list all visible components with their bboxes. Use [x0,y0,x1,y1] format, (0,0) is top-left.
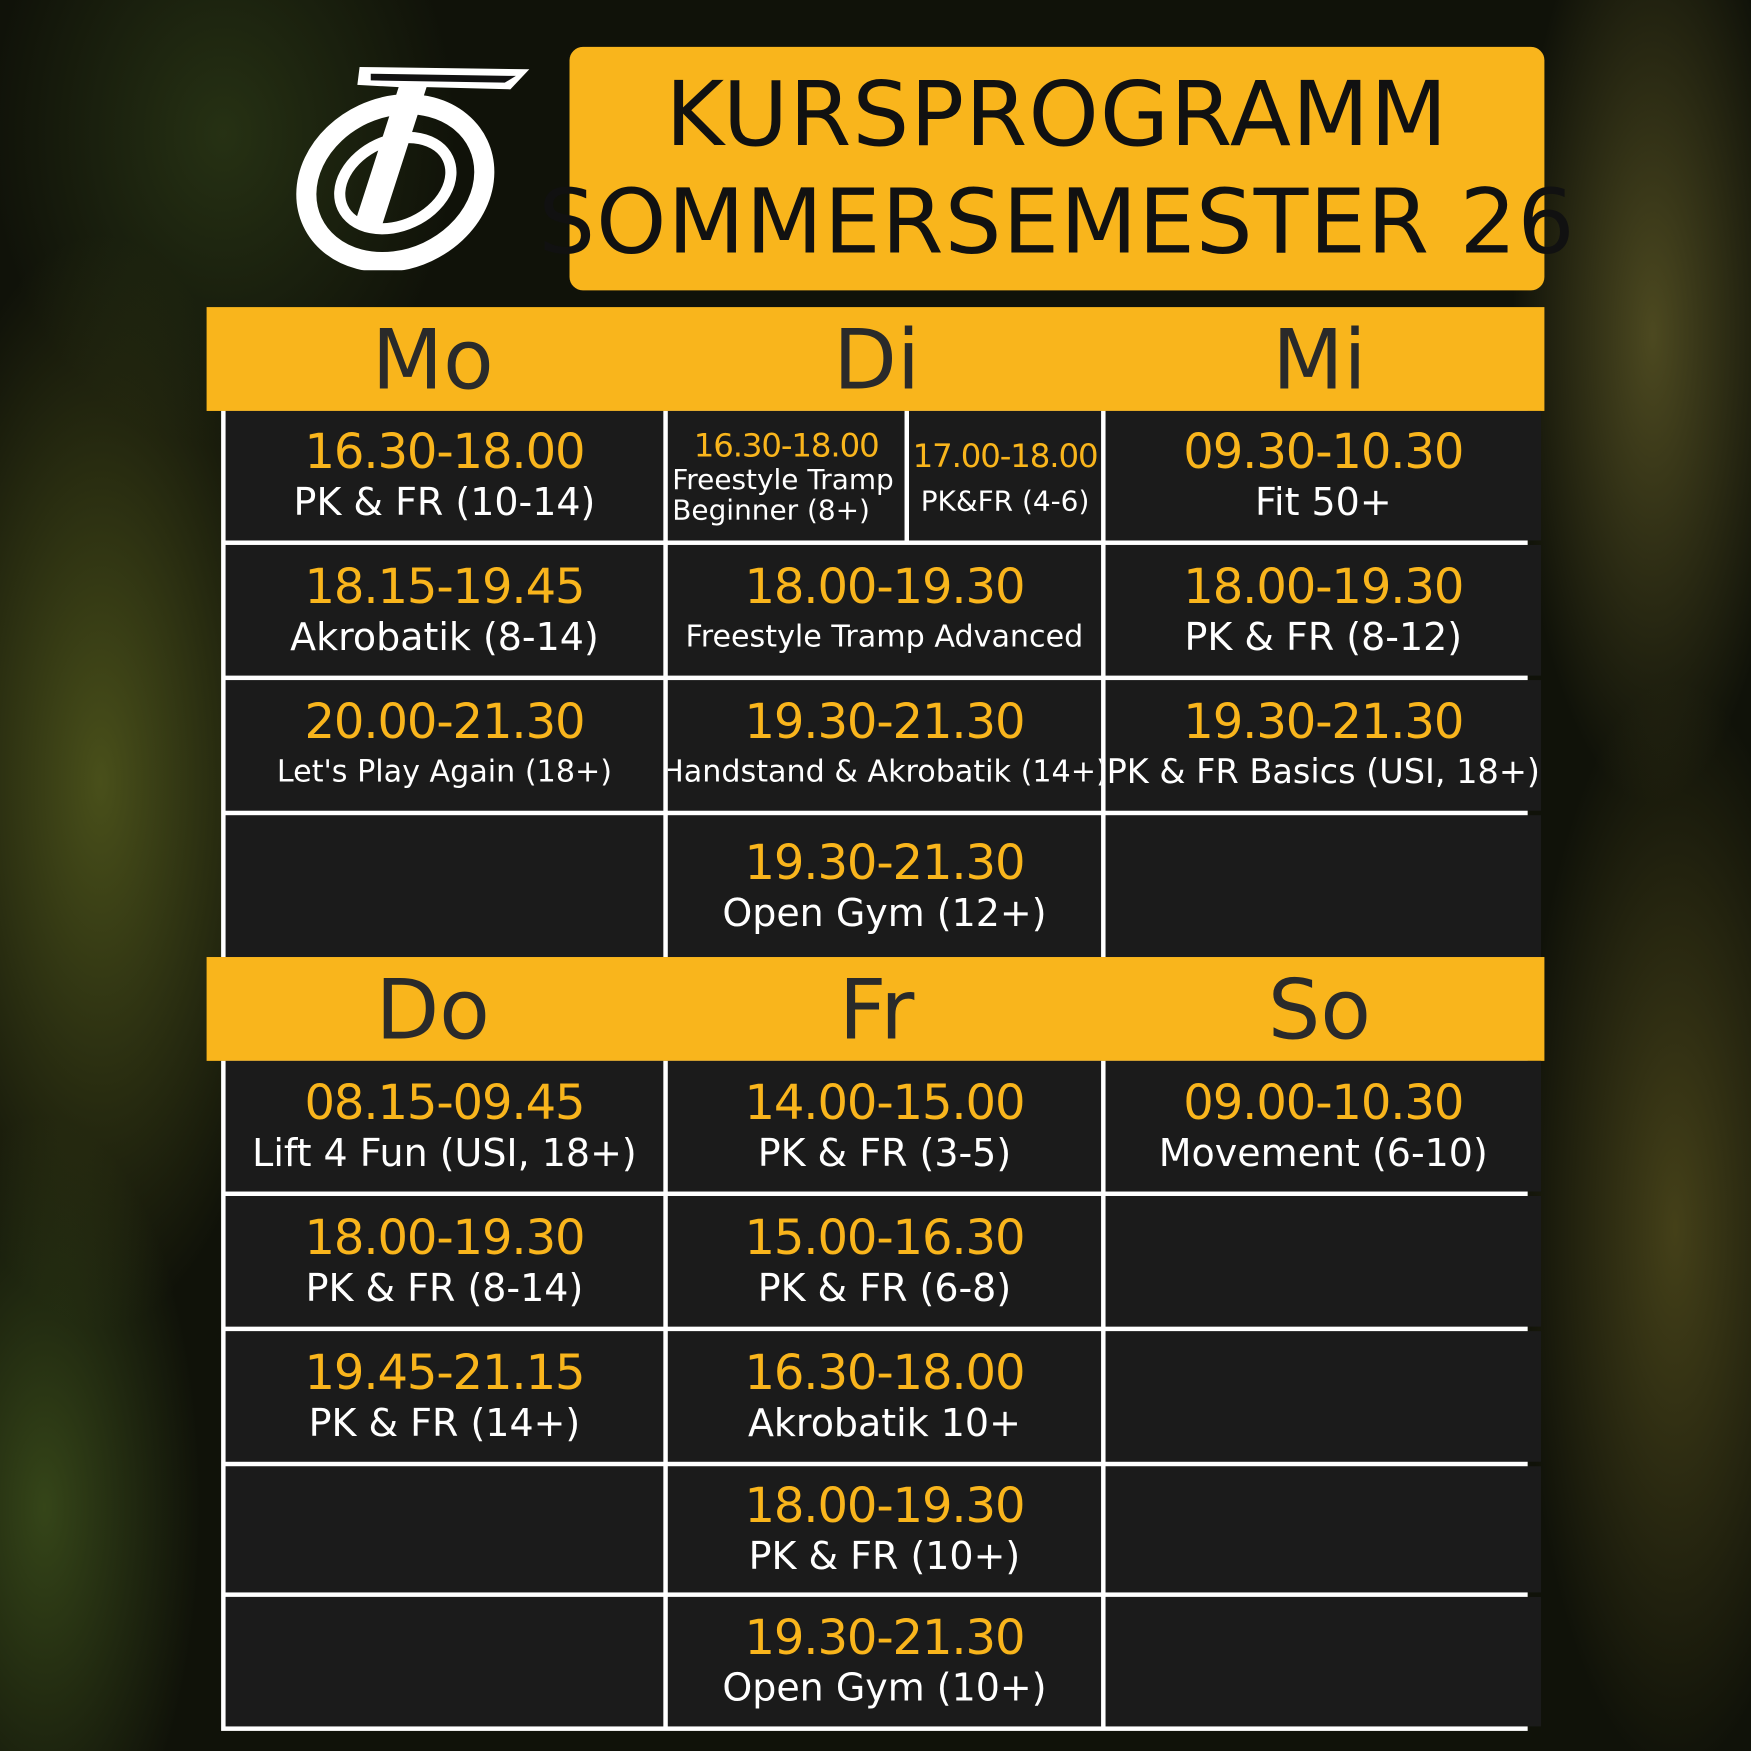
course-time: 19.30-21.30 [1183,694,1464,750]
course-name: Movement (6-10) [1158,1130,1488,1176]
course-cell: 19.45-21.15 PK & FR (14+) [225,1331,664,1462]
split-cell: 16.30-18.00 Freestyle Tramp Beginner (8+) … [667,410,1102,541]
course-time: 19.30-21.30 [744,1610,1025,1667]
course-name: Handstand & Akrobatik (14+) [667,754,1102,789]
course-time: 18.15-19.45 [304,558,585,615]
day-fr: Fr [838,962,915,1059]
course-cell: 18.00-19.30 PK & FR (10+) [667,1466,1102,1593]
course-name: PK & FR (3-5) [757,1130,1012,1176]
course-cell: 19.30-21.30 Handstand & Akrobatik (14+) [667,680,1102,811]
course-name: Open Gym (12+) [722,890,1047,936]
course-cell: 20.00-21.30 Let's Play Again (18+) [225,680,664,811]
course-time: 08.15-09.45 [304,1074,585,1131]
course-time: 18.00-19.30 [304,1209,585,1266]
course-name: PK & FR (14+) [308,1400,581,1446]
course-name: PK & FR (10-14) [293,480,596,525]
empty-cell [225,1466,664,1593]
course-time: 16.30-18.00 [304,424,585,481]
course-cell: 16.30-18.00 Freestyle Tramp Beginner (8+) [667,410,905,541]
course-name: PK & FR (8-12) [1184,614,1463,660]
schedule-grid-1: 16.30-18.00 PK & FR (10-14) 16.30-18.00 Fr… [221,410,1542,958]
course-name: PK&FR (4-6) [920,484,1090,517]
course-time: 09.30-10.30 [1183,424,1464,481]
course-time: 19.45-21.15 [304,1345,585,1401]
course-time: 18.00-19.30 [744,558,1025,615]
course-name: Lift 4 Fun (USI, 18+) [252,1130,637,1176]
course-cell: 19.30-21.30 Open Gym (12+) [667,815,1102,958]
club-logo [296,67,530,271]
course-name: PK & FR (8-14) [305,1265,584,1311]
course-cell: 16.30-18.00 PK & FR (10-14) [225,410,664,541]
course-cell: 18.15-19.45 Akrobatik (8-14) [225,544,664,676]
schedule-grid-2: 08.15-09.45 Lift 4 Fun (USI, 18+) 18.00-1… [221,1060,1542,1731]
course-cell: 19.30-21.30 PK & FR Basics (USI, 18+) [1105,680,1542,811]
course-time: 18.00-19.30 [744,1477,1025,1534]
course-cell: 16.30-18.00 Akrobatik 10+ [667,1331,1102,1462]
course-name: PK & FR (6-8) [757,1265,1012,1311]
course-cell: 18.00-19.30 PK & FR (8-14) [225,1195,664,1327]
day-header-row-2: Do Fr So [206,957,1545,1061]
course-name: Open Gym (10+) [722,1666,1047,1711]
course-time: 14.00-15.00 [744,1074,1025,1131]
course-name: Freestyle Tramp [672,463,894,496]
course-cell: 14.00-15.00 PK & FR (3-5) [667,1060,1102,1192]
course-time: 20.00-21.30 [304,694,585,750]
day-so: So [1267,962,1371,1059]
course-time: 17.00-18.00 [912,436,1099,475]
course-cell: 18.00-19.30 Freestyle Tramp Advanced [667,544,1102,676]
empty-cell [1105,815,1542,958]
course-cell: 19.30-21.30 Open Gym (10+) [667,1596,1102,1727]
empty-cell [225,815,664,958]
course-time: 18.00-19.30 [1183,558,1464,615]
course-cell: 17.00-18.00 PK&FR (4-6) [909,410,1102,541]
course-name: Akrobatik 10+ [747,1400,1021,1446]
empty-cell [1105,1596,1542,1727]
empty-cell [1105,1331,1542,1462]
course-time: 16.30-18.00 [744,1345,1025,1401]
day-di: Di [833,312,920,409]
title-line-2: SOMMERSEMESTER 26 [538,169,1576,274]
course-time: 19.30-21.30 [744,694,1025,750]
course-time: 09.00-10.30 [1183,1074,1464,1131]
day-mi: Mi [1272,312,1367,409]
title-line-1: KURSPROGRAMM [665,62,1449,167]
course-name: Freestyle Tramp Advanced [685,619,1084,654]
course-cell: 18.00-19.30 PK & FR (8-12) [1105,544,1542,676]
course-name-line-2: Beginner (8+) [672,493,870,526]
day-header-row-1: Mo Di Mi [206,307,1545,411]
day-do: Do [375,962,490,1059]
course-name: Fit 50+ [1254,480,1392,525]
course-cell: 08.15-09.45 Lift 4 Fun (USI, 18+) [225,1060,664,1192]
course-cell: 09.30-10.30 Fit 50+ [1105,410,1542,541]
empty-cell [1105,1195,1542,1327]
course-name: Let's Play Again (18+) [276,754,613,789]
course-name: PK & FR Basics (USI, 18+) [1106,752,1540,792]
course-time: 19.30-21.30 [744,834,1025,891]
course-time: 15.00-16.30 [744,1209,1025,1266]
course-cell: 15.00-16.30 PK & FR (6-8) [667,1195,1102,1327]
course-time: 16.30-18.00 [693,426,880,465]
empty-cell [225,1596,664,1727]
empty-cell [1105,1466,1542,1593]
course-cell: 09.00-10.30 Movement (6-10) [1105,1060,1542,1192]
day-mo: Mo [371,312,494,409]
course-name: PK & FR (10+) [748,1533,1021,1579]
course-name: Akrobatik (8-14) [290,614,599,660]
title-banner: KURSPROGRAMM SOMMERSEMESTER 26 [538,46,1574,291]
